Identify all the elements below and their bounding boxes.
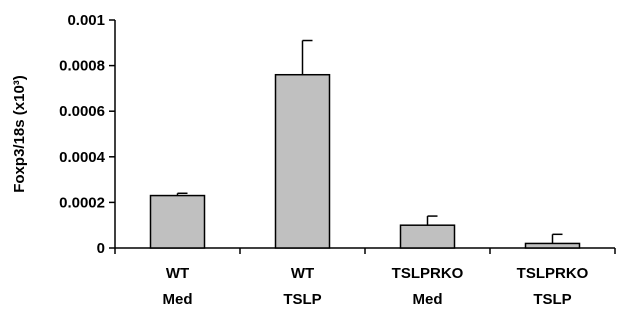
x-tick-label: Med xyxy=(413,291,443,308)
x-tick-label: WT xyxy=(291,265,314,282)
y-tick-label: 0.0004 xyxy=(59,149,106,166)
x-tick-label: TSLPRKO xyxy=(517,265,589,282)
bar xyxy=(524,242,581,249)
x-tick-label: Med xyxy=(163,291,193,308)
x-tick-label: TSLPRKO xyxy=(392,265,464,282)
y-tick-label: 0.0002 xyxy=(59,194,105,211)
x-tick-label: TSLP xyxy=(283,291,321,308)
y-axis-title: Foxp3/18s (x10³) xyxy=(11,75,28,193)
bars xyxy=(149,73,581,249)
error-bars xyxy=(176,39,563,244)
x-tick-label: TSLP xyxy=(533,291,571,308)
bar xyxy=(149,194,206,249)
y-tick-label: 0.0008 xyxy=(59,58,105,75)
bar xyxy=(399,224,456,249)
y-tick-label: 0 xyxy=(97,240,105,257)
bar xyxy=(274,73,331,249)
y-axis: 0 0.0002 0.0004 0.0006 0.0008 0.001 xyxy=(59,12,116,257)
x-tick-label: WT xyxy=(166,265,189,282)
x-axis: WT Med WT TSLP TSLPRKO Med TSLPRKO TSLP xyxy=(114,247,616,308)
y-tick-label: 0.001 xyxy=(67,12,105,29)
y-tick-label: 0.0006 xyxy=(59,103,105,120)
